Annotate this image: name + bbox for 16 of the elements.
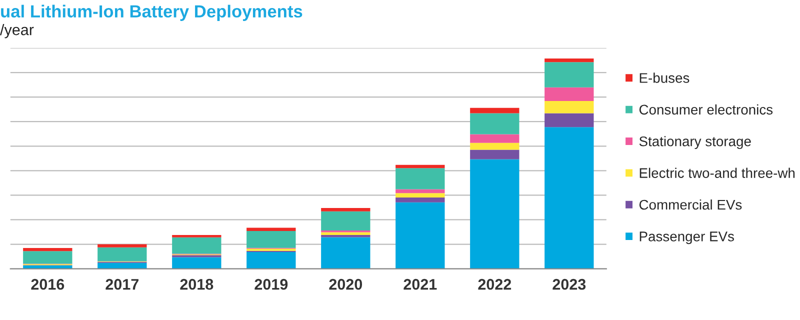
legend-label: E-buses (640, 72, 690, 83)
legend-label: Stationary storage (639, 136, 751, 150)
x-tick-label: 2018 (180, 278, 214, 290)
legend-label: Consumer electronics (639, 104, 773, 115)
x-tick-label: 2021 (404, 278, 437, 290)
x-tick-label: 2023 (552, 278, 586, 290)
legend-label: Electric two-and three-wh (640, 168, 795, 178)
chart-subtitle: /year (0, 24, 34, 38)
legend-label: Passenger EVs (640, 232, 734, 244)
x-tick-label: 2022 (478, 278, 512, 290)
x-tick-label: 2017 (106, 278, 138, 290)
chart-title: ual Lithium-Ion Battery Deployments (1, 4, 302, 21)
legend-label: Commercial EVs (639, 199, 742, 210)
x-tick-label: 2016 (31, 278, 64, 290)
x-tick-label: 2019 (254, 278, 288, 290)
x-tick-label: 2020 (329, 278, 362, 290)
